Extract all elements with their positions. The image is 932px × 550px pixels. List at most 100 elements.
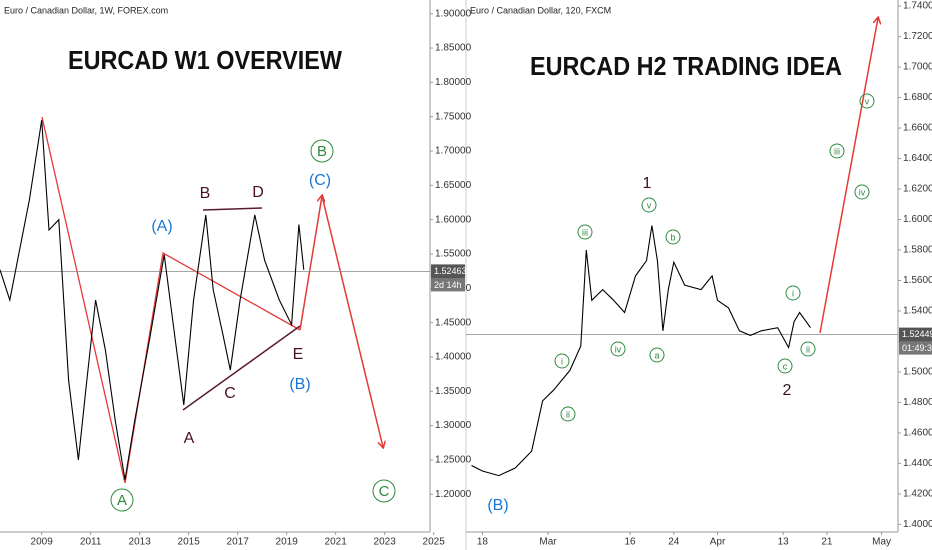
annotation-circle: [829, 143, 845, 159]
annotation-circle: [560, 406, 576, 422]
annotation-circle: [854, 184, 870, 200]
y-tick-label: 1.70000: [903, 62, 932, 73]
projection-arrow: [299, 196, 322, 331]
wave-label: b: [670, 232, 675, 242]
wave-label: (B): [289, 376, 310, 393]
y-tick-label: 1.65000: [435, 180, 472, 191]
x-tick-label: 16: [624, 537, 636, 548]
y-tick-label: 1.62000: [903, 184, 932, 195]
price-series: [0, 120, 305, 480]
y-tick-label: 1.55000: [435, 249, 472, 260]
y-tick-label: 1.40000: [903, 519, 932, 530]
x-tick-label: 2009: [31, 537, 54, 548]
price-label: 1.52463: [434, 266, 467, 276]
wave-label: B: [200, 185, 211, 202]
y-tick-label: 1.75000: [435, 111, 472, 122]
annotation-circle: [665, 229, 681, 245]
wave-label: i: [561, 356, 563, 366]
x-tick-label: 2015: [178, 537, 201, 548]
y-tick-label: 1.60000: [903, 214, 932, 225]
wave-label: A: [117, 492, 127, 509]
annotation-circle: [110, 488, 134, 512]
y-tick-label: 1.50000: [903, 367, 932, 378]
annotation-circle: [800, 341, 816, 357]
annotation-circle: [372, 479, 396, 503]
wave-label: v: [647, 200, 652, 210]
wave-label: ii: [566, 409, 570, 419]
y-tick-label: 1.64000: [903, 153, 932, 164]
wave-label: v: [865, 96, 870, 106]
triangle-line: [182, 325, 301, 411]
projection-arrow: [321, 195, 383, 447]
wave-label: iv: [615, 344, 622, 354]
y-tick-label: 1.42000: [903, 489, 932, 500]
wave-label: (A): [151, 218, 172, 235]
x-tick-label: 2021: [325, 537, 348, 548]
annotation-circle: [577, 224, 593, 240]
chart-title: EURCAD H2 TRADING IDEA: [530, 51, 842, 81]
wave-label: C: [379, 483, 390, 500]
y-tick-label: 1.35000: [435, 386, 472, 397]
x-tick-label: 2019: [276, 537, 299, 548]
annotation-circle: [859, 93, 875, 109]
y-tick-label: 1.85000: [435, 43, 472, 54]
annotation-circle: [310, 139, 334, 163]
triangle-line: [202, 207, 263, 211]
annotation-circle: [777, 358, 793, 374]
y-tick-label: 1.48000: [903, 397, 932, 408]
y-tick-label: 1.74000: [903, 1, 932, 12]
y-tick-label: 1.72000: [903, 31, 932, 42]
countdown-label: 2d 14h: [434, 280, 462, 290]
wave-label: i: [792, 288, 794, 298]
wave-label: 2: [783, 382, 792, 399]
wave-label: ii: [806, 344, 810, 354]
wave-label: A: [184, 430, 195, 447]
x-tick-label: 2017: [227, 537, 250, 548]
y-tick-label: 1.25000: [435, 455, 472, 466]
y-tick-label: 1.80000: [435, 77, 472, 88]
y-tick-label: 1.30000: [435, 420, 472, 431]
y-tick-label: 1.60000: [435, 214, 472, 225]
price-label-box: [899, 327, 932, 342]
y-tick-label: 1.44000: [903, 458, 932, 469]
wave-label: c: [783, 361, 788, 371]
x-tick-label: Apr: [710, 537, 726, 548]
wave-label: C: [224, 385, 236, 402]
y-tick-label: 1.45000: [435, 317, 472, 328]
annotation-circle: [785, 285, 801, 301]
x-tick-label: 2013: [129, 537, 152, 548]
wave-label: iv: [859, 187, 866, 197]
x-tick-label: 2023: [374, 537, 397, 548]
x-tick-label: 13: [778, 537, 790, 548]
countdown-box: [431, 278, 465, 292]
wave-label: B: [317, 143, 327, 160]
x-tick-label: 18: [477, 537, 489, 548]
source-label: Euro / Canadian Dollar, 1W, FOREX.com: [4, 5, 168, 15]
y-tick-label: 1.70000: [435, 146, 472, 157]
wave-label: iii: [834, 146, 840, 156]
x-tick-label: 21: [821, 537, 833, 548]
annotation-circle: [554, 353, 570, 369]
y-tick-label: 1.54000: [903, 306, 932, 317]
annotation-circle: [649, 347, 665, 363]
countdown-box: [899, 341, 932, 355]
wave-label: D: [252, 184, 264, 201]
y-tick-label: 1.56000: [903, 275, 932, 286]
wave-label: (C): [309, 172, 331, 189]
price-series: [471, 225, 811, 477]
x-tick-label: 2025: [423, 537, 446, 548]
y-tick-label: 1.66000: [903, 123, 932, 134]
y-tick-label: 1.46000: [903, 428, 932, 439]
wave-label: 1: [643, 175, 652, 192]
annotation-circle: [641, 197, 657, 213]
x-tick-label: Mar: [539, 537, 557, 548]
x-tick-label: 2011: [80, 537, 102, 548]
y-tick-label: 1.90000: [435, 8, 472, 19]
wave-label: iii: [582, 227, 588, 237]
y-tick-label: 1.40000: [435, 352, 472, 363]
price-label: 1.52449: [902, 329, 932, 339]
projection-arrow: [819, 18, 878, 334]
chart-title: EURCAD W1 OVERVIEW: [68, 45, 342, 75]
countdown-label: 01:49:33: [902, 343, 932, 353]
